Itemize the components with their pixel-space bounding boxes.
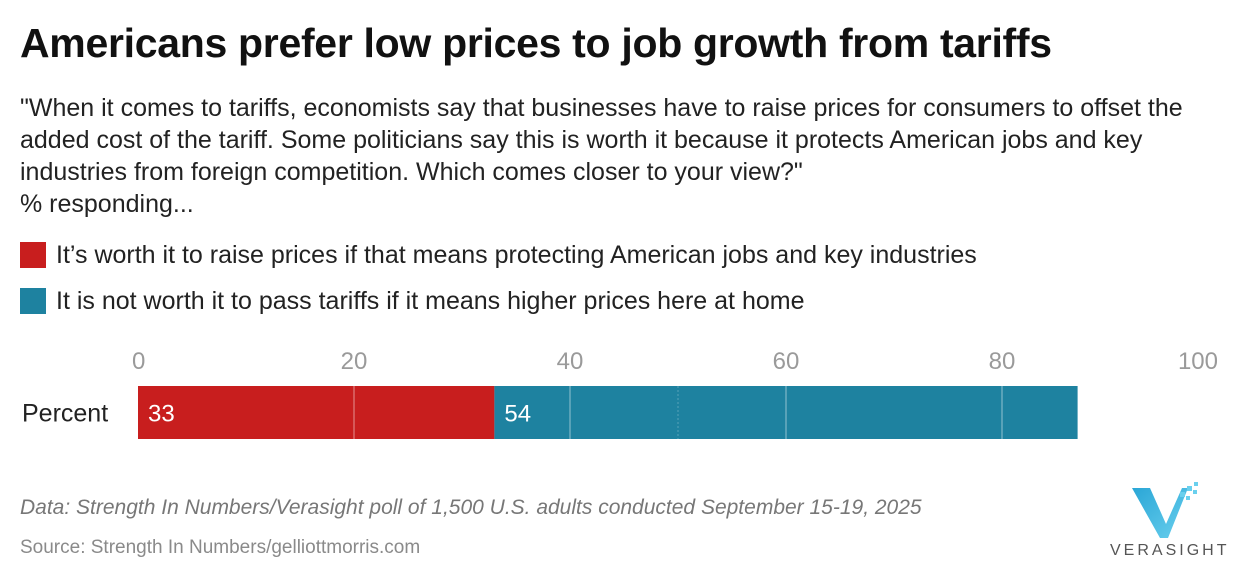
verasight-logo-icon <box>1132 482 1198 538</box>
verasight-logo: VERASIGHT <box>1110 478 1230 564</box>
legend-item-worth-it: It’s worth it to raise prices if that me… <box>20 240 977 270</box>
legend-label: It’s worth it to raise prices if that me… <box>56 240 977 269</box>
bar-segment-2 <box>494 386 1078 439</box>
row-label-percent: Percent <box>22 400 108 428</box>
logo-wordmark: VERASIGHT <box>1110 542 1230 559</box>
data-label-2: 54 <box>504 401 531 428</box>
x-tick-label-0: 0 <box>132 348 145 375</box>
data-note: Data: Strength In Numbers/Verasight poll… <box>20 496 922 519</box>
bar-segment-1 <box>138 386 495 439</box>
x-tick-label-20: 20 <box>341 348 368 375</box>
legend-label: It is not worth it to pass tariffs if it… <box>56 286 805 315</box>
x-tick-label-40: 40 <box>557 348 584 375</box>
survey-question: "When it comes to tariffs, economists sa… <box>20 94 1183 186</box>
legend: It’s worth it to raise prices if that me… <box>20 240 977 332</box>
legend-item-not-worth-it: It is not worth it to pass tariffs if it… <box>20 286 977 316</box>
x-tick-label-100: 100 <box>1178 348 1218 375</box>
legend-swatch-red <box>20 242 46 268</box>
source-note: Source: Strength In Numbers/gelliottmorr… <box>20 537 421 558</box>
x-tick-label-60: 60 <box>773 348 800 375</box>
data-label-1: 33 <box>148 401 175 428</box>
bar-chart: 0 20 40 60 80 100 Percent 33 54 <box>22 348 1218 439</box>
chart-title: Americans prefer low prices to job growt… <box>20 20 1052 66</box>
x-tick-label-80: 80 <box>989 348 1016 375</box>
responding-label: % responding... <box>20 190 194 218</box>
legend-swatch-blue <box>20 288 46 314</box>
chart-subtitle: "When it comes to tariffs, economists sa… <box>20 92 1225 220</box>
